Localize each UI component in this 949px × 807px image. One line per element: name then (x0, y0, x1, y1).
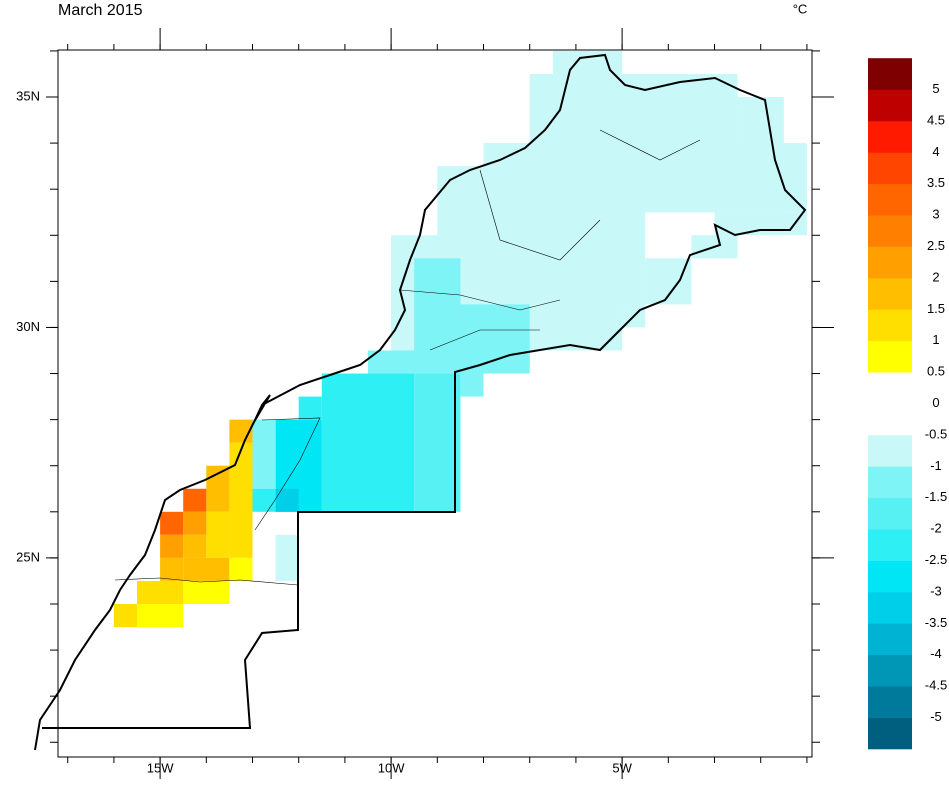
map-title: March 2015 (58, 2, 143, 19)
colorbar-label: -2 (930, 521, 942, 536)
y-tick-label: 25N (16, 549, 40, 564)
colorbar-label: 2 (932, 269, 939, 284)
colorbar-label: -3 (930, 583, 942, 598)
region-border (114, 129, 701, 586)
grid-cell (160, 511, 184, 535)
y-tick-label: 35N (16, 88, 40, 103)
unit-label: °C (793, 1, 808, 16)
colorbar: -5 -4.5 -4 -3.5 -3 -2.5 -2 -1.5 -1 -0.5 0 0.5 1 1.5 2 2… (868, 58, 947, 750)
colorbar-label: -3.5 (925, 615, 947, 630)
axes: 15W 10W 5W 25N 30N 35N (16, 28, 834, 779)
colorbar-label: 2.5 (927, 238, 945, 253)
colorbar-box (868, 466, 912, 499)
colorbar-box (868, 215, 912, 247)
colorbar-label: -5 (930, 709, 942, 724)
grid-cell (183, 488, 207, 512)
grid-cell (206, 511, 230, 558)
x-tick-label: 15W (147, 760, 174, 775)
grid-cell (160, 557, 184, 581)
colorbar-label: -0.5 (925, 426, 947, 441)
grid-cell (229, 442, 253, 558)
grid-cell (183, 580, 230, 604)
grid-cell (298, 396, 322, 420)
colorbar-box (868, 403, 912, 436)
colorbar-box (868, 435, 912, 467)
colorbar-box (868, 89, 912, 122)
grid-cell (252, 419, 276, 489)
grid-cell (113, 603, 138, 628)
colorbar-label: -2.5 (925, 552, 947, 567)
colorbar-label: 5 (932, 81, 939, 96)
grid-cell (252, 488, 276, 512)
grid-cell (137, 580, 184, 604)
grid-cell (229, 557, 253, 581)
plot-frame (57, 49, 813, 758)
colorbar-box (868, 58, 912, 90)
colorbar-box (868, 372, 912, 404)
colorbar-label: -4 (930, 646, 942, 661)
grid-cell (183, 534, 207, 558)
colorbar-label: 4.5 (927, 112, 945, 127)
colorbar-label: -1 (930, 458, 942, 473)
grid-cell (183, 511, 207, 535)
grid-cell (460, 304, 530, 351)
colorbar-label: 1 (932, 332, 939, 347)
colorbar-label: -4.5 (925, 678, 947, 693)
grid-cell (645, 258, 692, 305)
grid-cell (460, 373, 484, 397)
colorbar-box (868, 278, 912, 310)
colorbar-label: 3 (932, 207, 939, 222)
colorbar-box (868, 654, 912, 687)
country-border (34, 53, 807, 751)
colorbar-label: 4 (932, 144, 939, 159)
x-tick-label: 5W (612, 760, 632, 775)
colorbar-box (868, 717, 912, 750)
grid-cell (368, 350, 530, 374)
colorbar-box (868, 592, 912, 624)
colorbar-label: 1.5 (927, 301, 945, 316)
grid-cell (414, 373, 461, 512)
colorbar-box (868, 309, 912, 342)
grid-cell (321, 373, 415, 512)
colorbar-label: 3.5 (927, 175, 945, 190)
grid-cell (160, 534, 184, 558)
cell-layer (113, 50, 807, 628)
grid-cell (137, 603, 184, 628)
grid-cell (275, 534, 299, 581)
colorbar-box (868, 121, 912, 153)
colorbar-box (868, 246, 912, 279)
grid-cell (275, 488, 299, 512)
colorbar-label: 0.5 (927, 364, 945, 379)
colorbar-label: -1.5 (925, 489, 947, 504)
colorbar-label: 0 (932, 395, 939, 410)
colorbar-box (868, 497, 912, 530)
x-tick-label: 10W (378, 760, 405, 775)
colorbar-box (868, 340, 912, 373)
y-tick-label: 30N (16, 319, 40, 334)
colorbar-box (868, 623, 912, 656)
colorbar-box (868, 560, 912, 593)
grid-cell (414, 258, 461, 351)
colorbar-box (868, 529, 912, 561)
colorbar-box (868, 686, 912, 718)
colorbar-box (868, 183, 912, 216)
colorbar-box (868, 152, 912, 185)
grid-cell (183, 557, 230, 581)
